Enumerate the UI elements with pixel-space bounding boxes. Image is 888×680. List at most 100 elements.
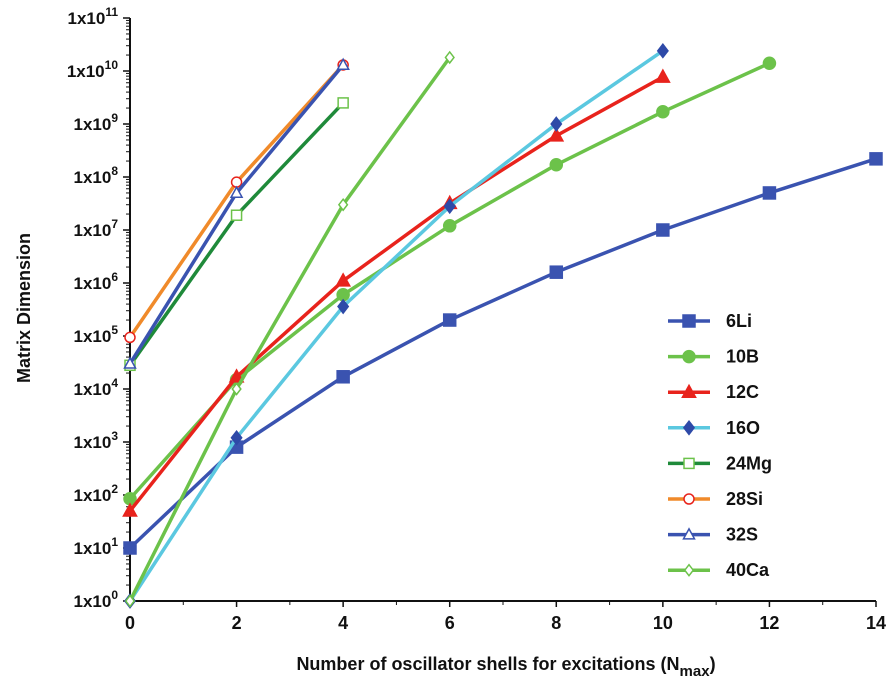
legend-swatch-marker bbox=[682, 314, 696, 328]
series-28Si bbox=[124, 59, 349, 344]
legend-label: 28Si bbox=[726, 489, 763, 509]
legend-swatch-marker bbox=[682, 349, 696, 364]
x-tick-label: 6 bbox=[445, 613, 455, 633]
legend-swatch-marker bbox=[683, 493, 695, 505]
legend-item-10B: 10B bbox=[668, 347, 759, 367]
legend-label: 16O bbox=[726, 418, 760, 438]
legend-label: 24Mg bbox=[726, 453, 772, 473]
series-line-40Ca bbox=[128, 56, 452, 602]
data-point-40Ca bbox=[444, 50, 455, 65]
data-point-24Mg bbox=[337, 97, 349, 109]
x-axis-title-main: Number of oscillator shells for excitati… bbox=[296, 654, 679, 674]
series-6Li bbox=[123, 152, 883, 555]
data-point-10B bbox=[656, 105, 670, 119]
x-tick-label: 0 bbox=[125, 613, 135, 633]
series-16O bbox=[123, 43, 669, 609]
legend-item-28Si: 28Si bbox=[668, 489, 763, 509]
legend-label: 10B bbox=[726, 347, 759, 367]
data-point-40Ca bbox=[337, 197, 349, 212]
legend-swatch-marker bbox=[681, 383, 697, 399]
y-tick-label: 1x103 bbox=[73, 429, 118, 452]
x-axis-title: Number of oscillator shells for excitati… bbox=[296, 654, 715, 680]
axes bbox=[123, 17, 877, 607]
legend: 6Li 10B 12C 16O 24Mg 28Si 32S 40Ca bbox=[668, 311, 772, 580]
x-axis-title-subscript: max bbox=[680, 663, 711, 680]
data-point-16O bbox=[550, 116, 563, 132]
legend-swatch-marker bbox=[682, 527, 696, 540]
y-tick-label: 1x108 bbox=[73, 164, 118, 187]
y-tick-label: 1x1011 bbox=[67, 5, 118, 28]
series-32S bbox=[123, 57, 350, 369]
legend-item-40Ca: 40Ca bbox=[668, 560, 770, 580]
legend-label: 32S bbox=[726, 525, 758, 545]
series-line-12C bbox=[128, 75, 664, 513]
data-point-12C bbox=[122, 502, 138, 517]
data-point-32S bbox=[336, 57, 350, 70]
y-tick-label: 1x100 bbox=[73, 588, 118, 611]
series-line-24Mg bbox=[128, 101, 345, 367]
data-point-12C bbox=[335, 272, 352, 287]
legend-label: 6Li bbox=[726, 311, 752, 331]
series-line-6Li bbox=[128, 157, 877, 550]
data-point-6Li bbox=[123, 541, 137, 555]
data-point-16O bbox=[337, 298, 350, 315]
series-line-10B bbox=[128, 61, 771, 500]
y-tick-label: 1x101 bbox=[73, 535, 118, 558]
series-24Mg bbox=[124, 97, 349, 372]
legend-swatch-marker bbox=[682, 419, 696, 436]
data-point-16O bbox=[230, 429, 243, 446]
data-point-6Li bbox=[336, 370, 350, 384]
data-point-12C bbox=[228, 368, 245, 383]
x-tick-labels: 0 2 4 6 8 10 12 14 bbox=[125, 613, 886, 633]
y-tick-label: 1x109 bbox=[73, 111, 118, 134]
legend-item-24Mg: 24Mg bbox=[668, 453, 772, 473]
data-point-10B bbox=[442, 219, 457, 233]
legend-label: 12C bbox=[726, 382, 759, 402]
data-point-32S bbox=[123, 356, 137, 369]
x-axis-title-close: ) bbox=[710, 654, 716, 674]
legend-label: 40Ca bbox=[726, 560, 770, 580]
data-point-6Li bbox=[762, 186, 777, 200]
y-tick-label: 1x106 bbox=[73, 270, 118, 293]
legend-item-6Li: 6Li bbox=[668, 311, 752, 331]
data-point-6Li bbox=[869, 152, 883, 166]
y-tick-label: 1x107 bbox=[73, 217, 118, 240]
y-tick-label: 1x105 bbox=[73, 323, 118, 346]
data-point-16O bbox=[656, 43, 669, 59]
x-tick-label: 8 bbox=[551, 613, 561, 633]
data-point-10B bbox=[549, 158, 564, 172]
legend-item-16O: 16O bbox=[668, 418, 760, 438]
legend-swatch-marker bbox=[683, 457, 695, 470]
x-tick-label: 12 bbox=[759, 613, 779, 633]
y-axis-title: Matrix Dimension bbox=[14, 233, 34, 383]
y-tick-labels: 1x100 1x101 1x102 1x103 1x104 1x105 1x106 1x107… bbox=[67, 5, 119, 611]
y-tick-label: 1x104 bbox=[73, 376, 118, 399]
data-point-6Li bbox=[549, 265, 564, 279]
data-point-40Ca bbox=[231, 382, 242, 396]
data-point-32S bbox=[229, 185, 244, 198]
x-tick-label: 4 bbox=[338, 613, 348, 633]
legend-item-12C: 12C bbox=[668, 382, 759, 402]
legend-item-32S: 32S bbox=[668, 525, 758, 545]
data-point-28Si bbox=[230, 176, 243, 188]
x-tick-label: 10 bbox=[653, 613, 673, 633]
data-point-6Li bbox=[442, 313, 457, 327]
y-tick-label: 1x1010 bbox=[67, 58, 119, 81]
series-lines bbox=[122, 43, 883, 609]
data-point-24Mg bbox=[230, 209, 243, 221]
data-point-28Si bbox=[124, 331, 136, 344]
series-line-16O bbox=[128, 49, 664, 602]
data-point-12C bbox=[654, 68, 671, 83]
data-point-12C bbox=[548, 127, 565, 142]
series-40Ca bbox=[124, 50, 455, 608]
y-tick-label: 1x102 bbox=[73, 482, 118, 505]
series-10B bbox=[123, 56, 777, 506]
x-tick-label: 14 bbox=[866, 613, 886, 633]
x-tick-label: 2 bbox=[232, 613, 242, 633]
data-point-6Li bbox=[656, 223, 670, 237]
data-point-16O bbox=[443, 198, 456, 215]
data-point-40Ca bbox=[124, 594, 136, 608]
data-point-10B bbox=[762, 56, 777, 71]
legend-swatch-marker bbox=[683, 563, 695, 577]
